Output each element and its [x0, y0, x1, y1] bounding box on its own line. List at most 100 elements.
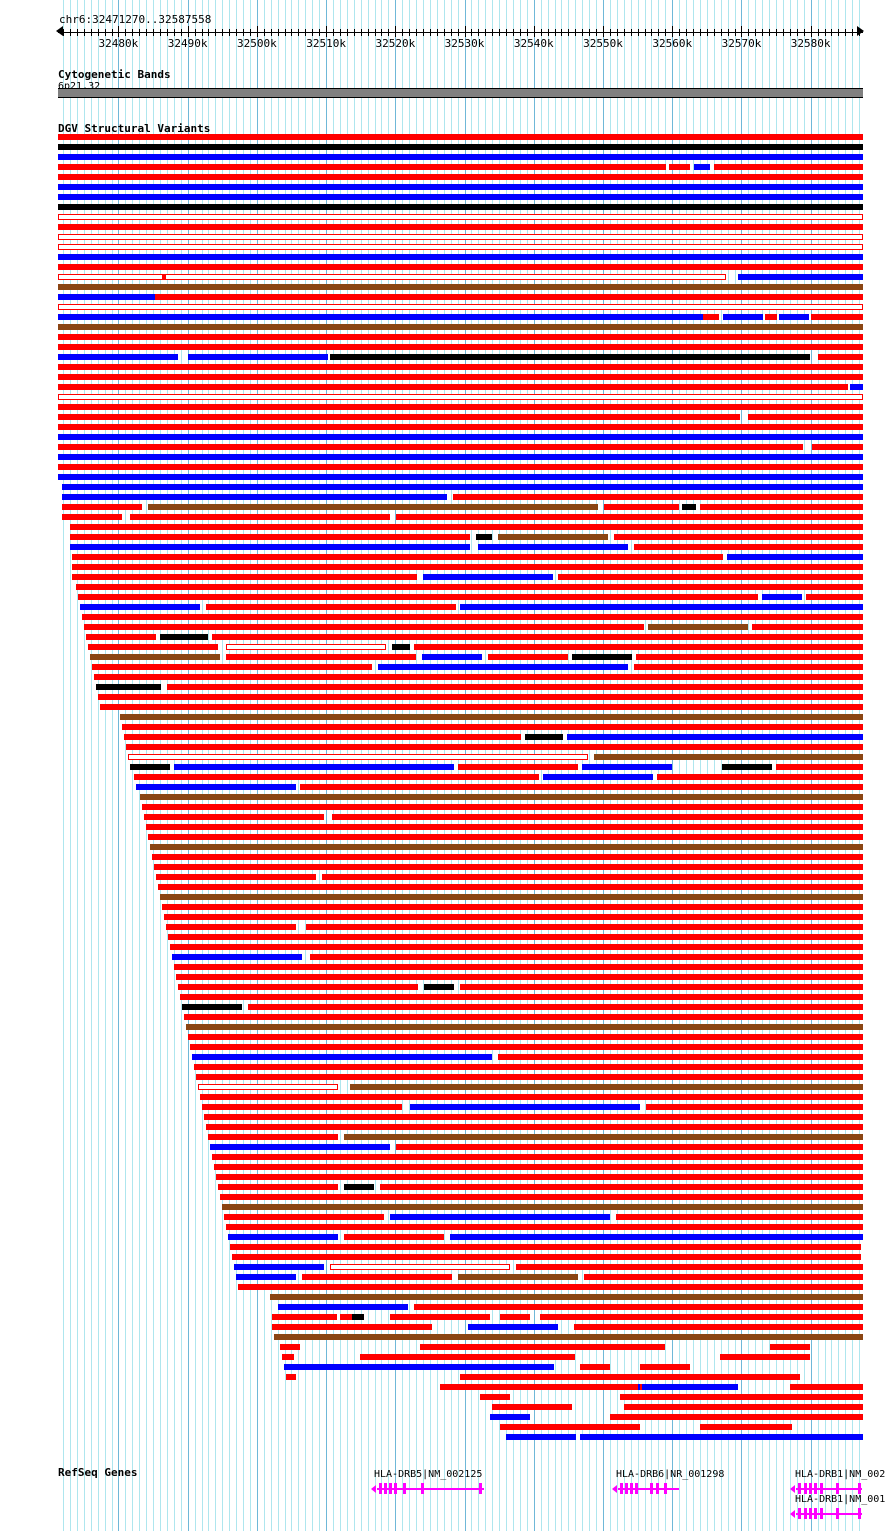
variant-segment[interactable]: [423, 574, 553, 580]
variant-segment[interactable]: [168, 934, 863, 940]
variant-segment[interactable]: [134, 774, 539, 780]
variant-segment[interactable]: [278, 1304, 408, 1310]
variant-segment[interactable]: [420, 1344, 665, 1350]
variant-segment[interactable]: [202, 1104, 402, 1110]
variant-segment[interactable]: [158, 884, 863, 890]
variant-segment[interactable]: [140, 794, 863, 800]
variant-segment[interactable]: [540, 1314, 863, 1320]
variant-segment[interactable]: [58, 264, 863, 270]
variant-segment[interactable]: [148, 504, 598, 510]
variant-segment[interactable]: [500, 1424, 640, 1430]
variant-segment[interactable]: [694, 164, 710, 170]
variant-segment[interactable]: [424, 984, 454, 990]
variant-segment[interactable]: [176, 974, 863, 980]
variant-segment[interactable]: [162, 904, 863, 910]
variant-segment[interactable]: [130, 764, 170, 770]
variant-segment[interactable]: [58, 444, 803, 450]
variant-segment[interactable]: [543, 774, 653, 780]
variant-segment[interactable]: [682, 504, 696, 510]
variant-segment[interactable]: [558, 574, 863, 580]
variant-segment[interactable]: [604, 504, 679, 510]
variant-segment[interactable]: [516, 1264, 863, 1270]
variant-segment[interactable]: [498, 1054, 863, 1060]
variant-segment[interactable]: [156, 874, 316, 880]
variant-segment[interactable]: [580, 1364, 610, 1370]
gene-exon[interactable]: [798, 1483, 801, 1494]
variant-segment[interactable]: [58, 344, 863, 350]
variant-segment[interactable]: [322, 874, 863, 880]
variant-segment[interactable]: [332, 814, 863, 820]
variant-segment[interactable]: [178, 984, 418, 990]
gene-exon[interactable]: [836, 1483, 839, 1494]
variant-segment[interactable]: [280, 1344, 300, 1350]
gene-exon[interactable]: [804, 1483, 807, 1494]
variant-segment-fragment[interactable]: [340, 1314, 352, 1320]
gene-exon[interactable]: [814, 1508, 817, 1519]
variant-segment[interactable]: [567, 734, 863, 740]
variant-segment[interactable]: [144, 814, 324, 820]
gene-exon[interactable]: [858, 1483, 861, 1494]
gene-exon[interactable]: [858, 1508, 861, 1519]
variant-segment[interactable]: [224, 1214, 384, 1220]
variant-segment[interactable]: [396, 1144, 863, 1150]
variant-segment[interactable]: [460, 984, 863, 990]
variant-segment[interactable]: [58, 254, 863, 260]
variant-segment[interactable]: [58, 304, 863, 310]
variant-segment[interactable]: [150, 844, 863, 850]
variant-segment[interactable]: [770, 1344, 810, 1350]
variant-segment[interactable]: [450, 1234, 863, 1240]
variant-segment[interactable]: [636, 654, 863, 660]
variant-segment[interactable]: [284, 1364, 554, 1370]
variant-segment[interactable]: [58, 414, 740, 420]
variant-segment[interactable]: [282, 1354, 294, 1360]
variant-segment[interactable]: [723, 314, 763, 320]
variant-segment-fragment[interactable]: [744, 164, 748, 170]
variant-segment[interactable]: [226, 1224, 863, 1230]
variant-segment[interactable]: [160, 634, 208, 640]
variant-segment[interactable]: [70, 534, 470, 540]
gene-exon[interactable]: [809, 1508, 812, 1519]
variant-segment[interactable]: [146, 824, 863, 830]
variant-segment[interactable]: [120, 714, 863, 720]
gene-exon[interactable]: [664, 1483, 667, 1494]
variant-segment[interactable]: [236, 1274, 296, 1280]
variant-segment[interactable]: [88, 644, 218, 650]
variant-segment[interactable]: [468, 1324, 558, 1330]
variant-segment[interactable]: [614, 534, 863, 540]
variant-segment[interactable]: [58, 454, 863, 460]
variant-segment[interactable]: [640, 1364, 690, 1370]
gene-exon[interactable]: [804, 1508, 807, 1519]
gene-exon[interactable]: [820, 1483, 823, 1494]
variant-segment[interactable]: [190, 1044, 863, 1050]
variant-segment[interactable]: [58, 374, 863, 380]
variant-segment[interactable]: [198, 1084, 338, 1090]
variant-segment[interactable]: [166, 924, 296, 930]
variant-segment[interactable]: [806, 594, 863, 600]
variant-segment[interactable]: [192, 1054, 492, 1060]
variant-segment[interactable]: [344, 1184, 374, 1190]
variant-segment[interactable]: [58, 284, 863, 290]
variant-segment[interactable]: [811, 314, 863, 320]
variant-segment[interactable]: [440, 1384, 640, 1390]
variant-segment[interactable]: [58, 394, 863, 400]
variant-segment[interactable]: [230, 1244, 861, 1250]
variant-segment[interactable]: [657, 774, 863, 780]
variant-segment[interactable]: [58, 434, 863, 440]
variant-segment[interactable]: [58, 384, 848, 390]
variant-segment[interactable]: [228, 1234, 338, 1240]
variant-segment[interactable]: [84, 624, 644, 630]
variant-segment[interactable]: [226, 644, 386, 650]
variant-segment[interactable]: [182, 1004, 242, 1010]
variant-segment[interactable]: [214, 1164, 863, 1170]
variant-segment[interactable]: [210, 1144, 390, 1150]
variant-segment[interactable]: [460, 604, 863, 610]
variant-segment[interactable]: [58, 334, 863, 340]
variant-segment[interactable]: [584, 1274, 863, 1280]
variant-segment[interactable]: [594, 754, 863, 760]
variant-segment[interactable]: [272, 1314, 337, 1320]
variant-segment[interactable]: [58, 274, 726, 280]
variant-segment[interactable]: [460, 1374, 800, 1380]
variant-segment[interactable]: [302, 1274, 452, 1280]
variant-segment[interactable]: [218, 1184, 338, 1190]
variant-segment[interactable]: [58, 314, 703, 320]
